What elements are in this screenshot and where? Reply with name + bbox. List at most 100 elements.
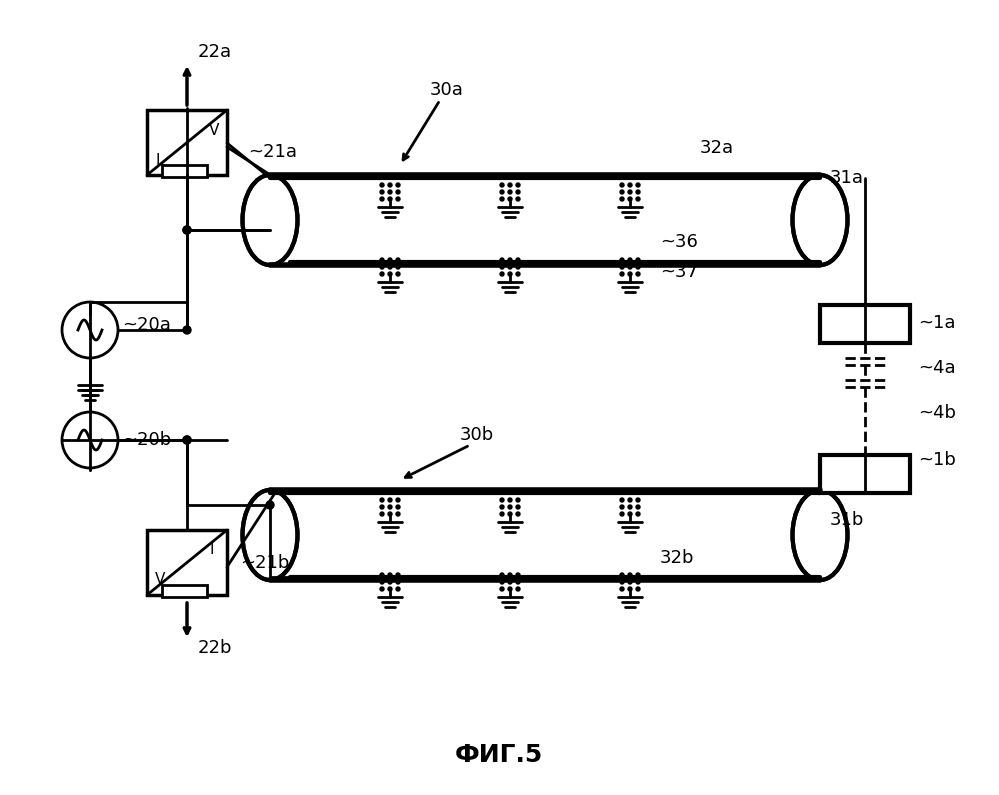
Circle shape xyxy=(500,190,504,194)
Circle shape xyxy=(183,326,191,334)
Circle shape xyxy=(500,573,504,577)
Circle shape xyxy=(183,436,191,444)
Circle shape xyxy=(500,498,504,502)
Circle shape xyxy=(516,580,520,584)
Text: 22b: 22b xyxy=(198,639,232,657)
Circle shape xyxy=(620,587,624,591)
Circle shape xyxy=(388,272,392,276)
Circle shape xyxy=(636,505,640,509)
Bar xyxy=(147,110,227,175)
Circle shape xyxy=(620,272,624,276)
Circle shape xyxy=(380,265,384,269)
Circle shape xyxy=(620,512,624,516)
Text: ФИГ.5: ФИГ.5 xyxy=(455,743,543,767)
Text: 31a: 31a xyxy=(830,169,864,187)
Circle shape xyxy=(396,272,400,276)
Circle shape xyxy=(500,512,504,516)
Text: ~20a: ~20a xyxy=(122,316,171,334)
Circle shape xyxy=(636,498,640,502)
Text: ~1a: ~1a xyxy=(918,314,955,332)
Circle shape xyxy=(508,272,512,276)
Circle shape xyxy=(516,265,520,269)
Circle shape xyxy=(628,498,632,502)
Text: ~37: ~37 xyxy=(660,263,698,281)
Circle shape xyxy=(628,258,632,262)
Text: 32b: 32b xyxy=(660,549,694,567)
Circle shape xyxy=(380,580,384,584)
Circle shape xyxy=(508,183,512,187)
Text: 32a: 32a xyxy=(700,139,734,157)
Circle shape xyxy=(388,498,392,502)
Circle shape xyxy=(516,183,520,187)
Circle shape xyxy=(636,272,640,276)
Circle shape xyxy=(620,197,624,201)
Circle shape xyxy=(508,573,512,577)
Circle shape xyxy=(396,587,400,591)
Circle shape xyxy=(636,580,640,584)
Circle shape xyxy=(183,226,191,234)
Circle shape xyxy=(516,190,520,194)
Circle shape xyxy=(396,190,400,194)
Circle shape xyxy=(380,258,384,262)
Circle shape xyxy=(628,265,632,269)
Circle shape xyxy=(508,258,512,262)
Circle shape xyxy=(628,197,632,201)
Circle shape xyxy=(628,190,632,194)
Circle shape xyxy=(628,505,632,509)
Circle shape xyxy=(620,505,624,509)
Bar xyxy=(820,305,910,343)
Circle shape xyxy=(388,265,392,269)
Circle shape xyxy=(380,272,384,276)
Circle shape xyxy=(396,183,400,187)
Text: 22a: 22a xyxy=(198,43,232,61)
Circle shape xyxy=(62,412,118,468)
Circle shape xyxy=(508,505,512,509)
Circle shape xyxy=(636,183,640,187)
Circle shape xyxy=(388,587,392,591)
Circle shape xyxy=(388,183,392,187)
Ellipse shape xyxy=(792,175,847,265)
Circle shape xyxy=(396,512,400,516)
Bar xyxy=(820,455,910,493)
Circle shape xyxy=(396,573,400,577)
Circle shape xyxy=(508,498,512,502)
Circle shape xyxy=(508,190,512,194)
Circle shape xyxy=(620,183,624,187)
Circle shape xyxy=(500,265,504,269)
Circle shape xyxy=(508,587,512,591)
Circle shape xyxy=(516,573,520,577)
Circle shape xyxy=(380,573,384,577)
Text: ~4b: ~4b xyxy=(918,404,956,422)
Ellipse shape xyxy=(243,175,298,265)
Circle shape xyxy=(620,573,624,577)
Circle shape xyxy=(636,197,640,201)
Circle shape xyxy=(636,258,640,262)
Text: V: V xyxy=(209,122,220,138)
Circle shape xyxy=(636,512,640,516)
Text: V: V xyxy=(155,572,166,588)
Circle shape xyxy=(620,498,624,502)
Text: 30b: 30b xyxy=(460,426,495,444)
Circle shape xyxy=(516,258,520,262)
Circle shape xyxy=(628,272,632,276)
Circle shape xyxy=(636,587,640,591)
Circle shape xyxy=(628,183,632,187)
Circle shape xyxy=(388,258,392,262)
Circle shape xyxy=(636,265,640,269)
Bar xyxy=(162,585,207,597)
Circle shape xyxy=(380,183,384,187)
Circle shape xyxy=(508,580,512,584)
Circle shape xyxy=(380,498,384,502)
Circle shape xyxy=(396,258,400,262)
Circle shape xyxy=(380,190,384,194)
Circle shape xyxy=(636,190,640,194)
Circle shape xyxy=(628,512,632,516)
Circle shape xyxy=(396,505,400,509)
Circle shape xyxy=(396,498,400,502)
Text: I: I xyxy=(155,153,160,168)
Circle shape xyxy=(516,505,520,509)
Circle shape xyxy=(516,272,520,276)
Circle shape xyxy=(388,197,392,201)
Circle shape xyxy=(388,512,392,516)
Circle shape xyxy=(636,573,640,577)
